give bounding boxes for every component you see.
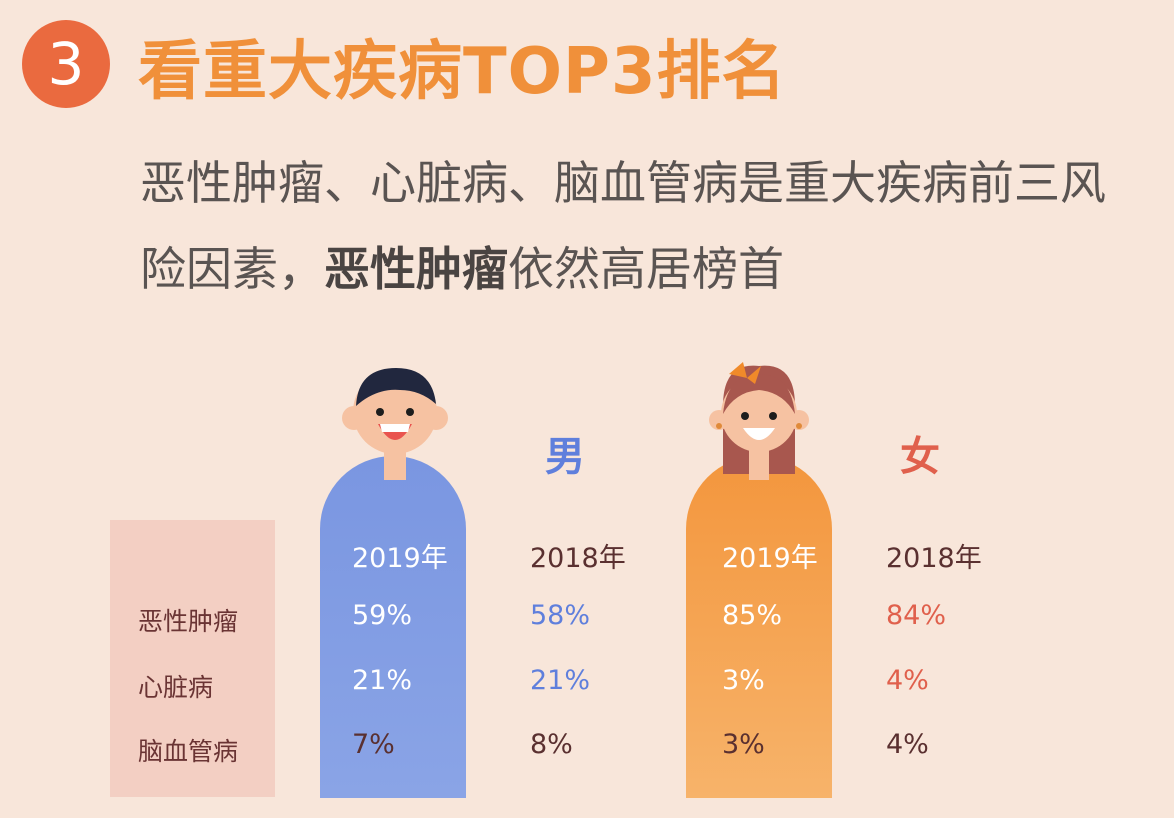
cell-male-2018: 58% bbox=[530, 600, 591, 631]
cell-female-2018: 84% bbox=[886, 600, 947, 631]
female-figure-body bbox=[686, 456, 832, 798]
description-text-end: 依然高居榜首 bbox=[508, 242, 784, 296]
cell-male-2018: 21% bbox=[530, 665, 591, 696]
male-label: 男 bbox=[545, 434, 585, 480]
row-label-column bbox=[110, 520, 275, 797]
cell-male-2018: 8% bbox=[530, 729, 573, 760]
female-label: 女 bbox=[900, 434, 940, 480]
header-male-2018: 2018年 bbox=[530, 543, 626, 574]
header-female-2018: 2018年 bbox=[886, 543, 982, 574]
cell-male-2019: 59% bbox=[352, 600, 413, 631]
description: 恶性肿瘤、心脏病、脑血管病是重大疾病前三风险因素，恶性肿瘤依然高居榜首 bbox=[140, 140, 1150, 312]
cell-female-2019: 3% bbox=[722, 665, 765, 696]
cell-female-2018: 4% bbox=[886, 729, 929, 760]
cell-female-2019: 3% bbox=[722, 729, 765, 760]
section-number: 3 bbox=[47, 30, 85, 98]
male-figure-body bbox=[320, 456, 466, 798]
female-head-illustration bbox=[709, 362, 809, 480]
section-number-badge: 3 bbox=[22, 20, 110, 108]
cell-male-2019: 7% bbox=[352, 729, 395, 760]
cell-male-2019: 21% bbox=[352, 665, 413, 696]
row-label-cancer: 恶性肿瘤 bbox=[138, 607, 239, 636]
cell-female-2018: 4% bbox=[886, 665, 929, 696]
row-label-cerebrovascular: 脑血管病 bbox=[138, 737, 239, 766]
description-highlight: 恶性肿瘤 bbox=[324, 242, 508, 296]
row-label-heart: 心脏病 bbox=[138, 673, 214, 702]
male-head-illustration bbox=[342, 368, 448, 480]
description-text: 恶性肿瘤、心脏病、脑血管病是重大疾病前三风险因素， bbox=[140, 156, 1106, 296]
header-female-2019: 2019年 bbox=[722, 543, 818, 574]
cell-female-2019: 85% bbox=[722, 600, 783, 631]
header-male-2019: 2019年 bbox=[352, 543, 448, 574]
page-title: 看重大疾病TOP3排名 bbox=[138, 35, 787, 109]
